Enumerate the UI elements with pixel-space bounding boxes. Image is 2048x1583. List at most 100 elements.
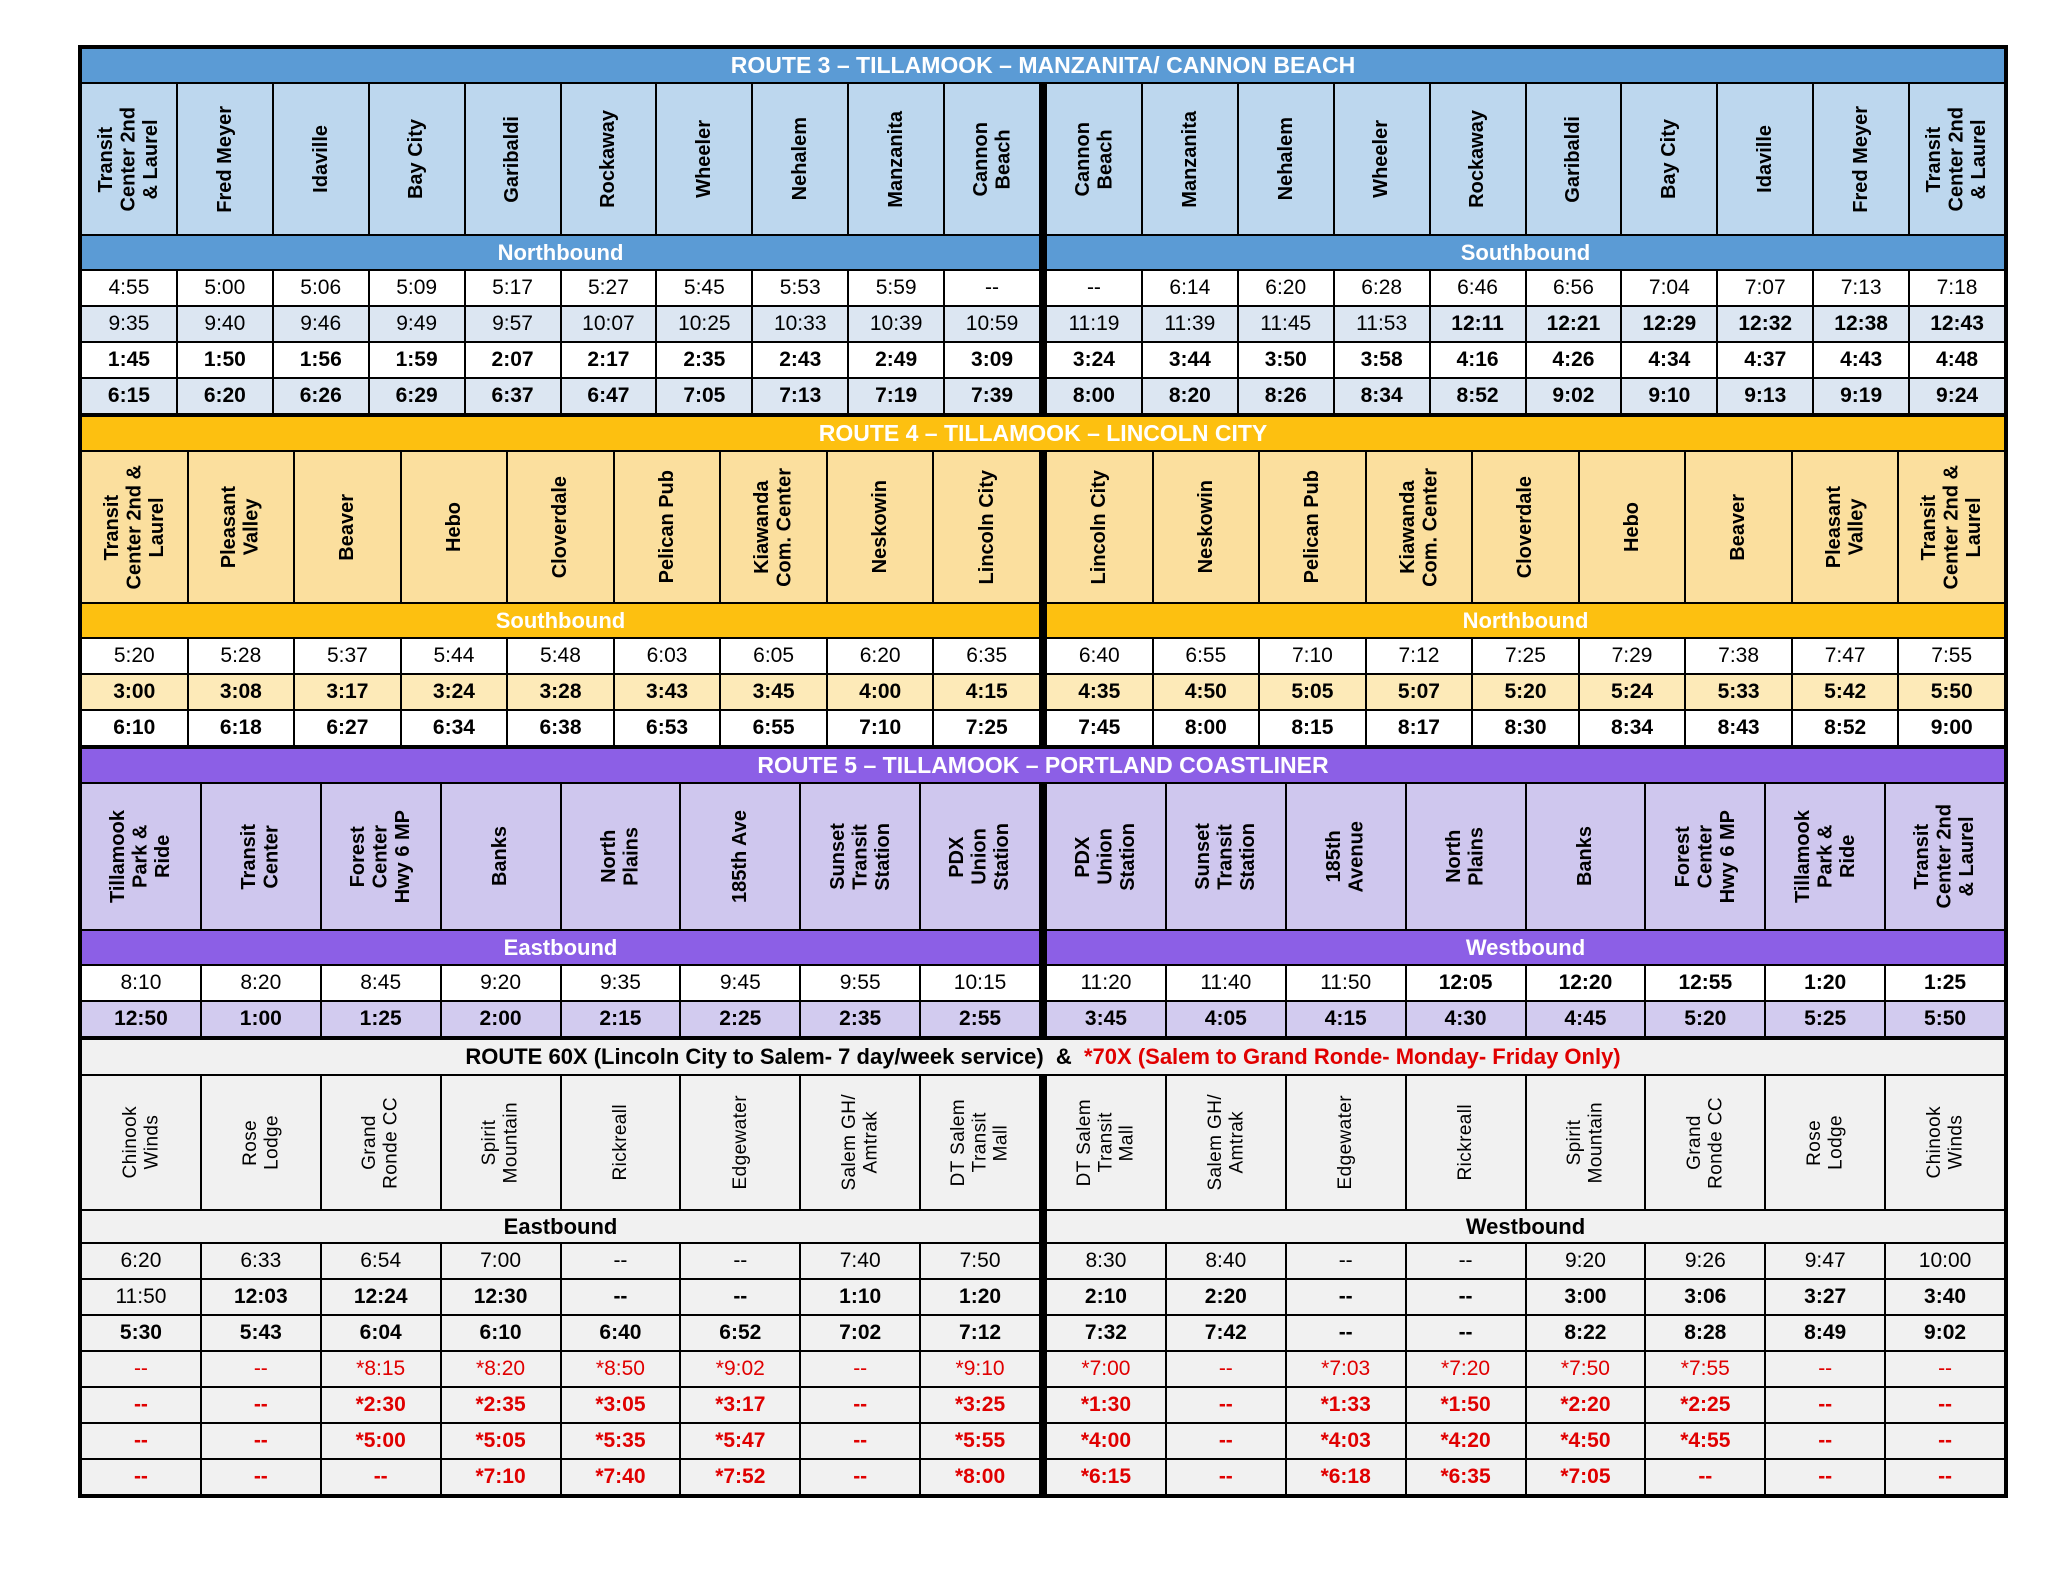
time-cell: *8:00 (921, 1460, 1039, 1494)
time-cell: 9:00 (1899, 711, 2004, 745)
route-title-route-4: ROUTE 4 – TILLAMOOK – LINCOLN CITY (82, 417, 2004, 450)
station-name: Lincoln City (1088, 469, 1111, 585)
route-section-route-5: ROUTE 5 – TILLAMOOK – PORTLAND COASTLINE… (82, 749, 2004, 1036)
station-name: North Plains (1443, 827, 1488, 886)
time-cell: 4:50 (1153, 675, 1259, 709)
station-name: Rickreall (1454, 1104, 1476, 1181)
direction-bar: Eastbound Westbound (82, 1211, 2004, 1242)
station-name: Sunset Transit Station (826, 822, 894, 891)
time-cell: 1:45 (82, 343, 176, 377)
time-cell: *5:00 (321, 1424, 440, 1458)
time-cell: -- (1766, 1460, 1885, 1494)
time-cell: 6:10 (82, 711, 187, 745)
time-cell: 1:50 (177, 343, 272, 377)
time-cell: 5:07 (1366, 675, 1472, 709)
time-row: 11:50 12:03 12:24 12:30 -- -- 1:10 1:20 2:10 2:20… (82, 1280, 2004, 1314)
station-header: 185th Avenue (1286, 784, 1405, 929)
station-name: Bay City (405, 118, 428, 200)
station-header: Forest Center Hwy 6 MP (1646, 784, 1765, 929)
time-cell: 5:20 (1473, 675, 1578, 709)
time-cell: *9:10 (921, 1352, 1039, 1386)
direction-divider (1041, 1280, 1045, 1314)
time-cell: -- (1886, 1424, 2004, 1458)
direction-divider (1041, 452, 1045, 602)
station-name: Rose Lodge (1803, 1115, 1847, 1170)
station-header: Rockaway (561, 84, 656, 234)
station-name: Grand Ronde CC (359, 1096, 402, 1189)
station-name: Tillamook Park & Ride (107, 810, 175, 903)
stations-row: Chinook Winds Rose Lodge Grand Ronde CC Spi… (82, 1076, 2004, 1209)
time-cell: 6:04 (321, 1316, 440, 1350)
station-header: Garibaldi (1526, 84, 1621, 234)
station-name: Kiawanda Com. Center (751, 467, 796, 587)
station-header: Kiawanda Com. Center (721, 452, 826, 602)
time-cell: 11:50 (1286, 966, 1405, 1000)
time-cell: 3:44 (1142, 343, 1237, 377)
station-name: Kiawanda Com. Center (1396, 467, 1441, 587)
time-cell: 6:53 (614, 711, 720, 745)
time-cell: 7:29 (1579, 639, 1685, 673)
time-cell: 9:57 (465, 307, 560, 341)
station-header: 185th Ave (681, 784, 800, 929)
time-cell: 2:43 (753, 343, 848, 377)
station-name: Salem GH/ Amtrak (1204, 1094, 1247, 1191)
station-header: Manzanita (849, 84, 944, 234)
time-cell: 3:06 (1646, 1280, 1765, 1314)
station-name: Transit Center 2nd & Laurel (100, 464, 168, 590)
time-cell: *4:55 (1646, 1424, 1765, 1458)
station-name: Wheeler (693, 120, 716, 198)
stations-row: Transit Center 2nd & Laurel Pleasant Vall… (82, 452, 2004, 602)
station-name: Pelican Pub (1301, 470, 1324, 584)
time-cell: 11:20 (1047, 966, 1165, 1000)
station-name: Transit Center 2nd & Laurel (1911, 804, 1979, 909)
time-cell: 3:45 (1047, 1002, 1165, 1036)
station-name: DT Salem Transit Mall (1074, 1098, 1138, 1187)
direction-bar: Northbound Southbound (82, 236, 2004, 269)
time-cell: 6:29 (369, 379, 464, 413)
time-cell: 2:07 (465, 343, 560, 377)
time-cell: 8:22 (1526, 1316, 1645, 1350)
station-name: Transit Center 2nd & Laurel (1918, 464, 1985, 590)
direction-label: Northbound (82, 236, 1039, 269)
time-cell: 12:30 (441, 1280, 560, 1314)
time-cell: 7:13 (753, 379, 848, 413)
time-cell: 3:43 (614, 675, 720, 709)
station-name: Nehalem (789, 117, 812, 201)
station-header: Sunset Transit Station (801, 784, 920, 929)
station-header: Spirit Mountain (1526, 1076, 1645, 1209)
time-cell: 12:05 (1406, 966, 1525, 1000)
time-cell: 1:56 (273, 343, 368, 377)
time-cell: 6:54 (321, 1244, 440, 1278)
time-cell: 11:50 (82, 1280, 200, 1314)
station-header: Rose Lodge (1766, 1076, 1885, 1209)
time-cell: -- (1166, 1460, 1285, 1494)
station-header: Lincoln City (934, 452, 1039, 602)
route-title-text: ROUTE 4 – TILLAMOOK – LINCOLN CITY (818, 420, 1268, 446)
time-cell: 5:48 (508, 639, 613, 673)
time-cell: 12:21 (1526, 307, 1621, 341)
time-cell: 7:04 (1622, 271, 1717, 305)
station-name: Manzanita (884, 110, 907, 208)
time-row: 1:45 1:50 1:56 1:59 2:07 2:17 2:35 2:43 2:49 3:09… (82, 343, 2004, 377)
time-cell: 1:20 (921, 1280, 1039, 1314)
direction-divider (1041, 604, 1045, 637)
station-name: Rickreall (609, 1104, 631, 1181)
station-name: Sunset Transit Station (1192, 822, 1259, 891)
direction-divider (1041, 966, 1045, 1000)
time-cell: 6:18 (188, 711, 294, 745)
station-name: Pleasant Valley (218, 485, 263, 569)
time-cell: -- (1166, 1352, 1285, 1386)
station-name: PDX Union Station (946, 822, 1014, 891)
station-header: Spirit Mountain (441, 1076, 560, 1209)
time-cell: 5:33 (1686, 675, 1791, 709)
time-cell: 7:50 (921, 1244, 1039, 1278)
station-header: Fred Meyer (177, 84, 272, 234)
direction-divider (1041, 1388, 1045, 1422)
time-cell: -- (801, 1424, 920, 1458)
time-cell: 5:44 (401, 639, 507, 673)
time-row: 8:10 8:20 8:45 9:20 9:35 9:45 9:55 10:15 11:20 11… (82, 966, 2004, 1000)
time-cell: 12:24 (321, 1280, 440, 1314)
station-header: Pelican Pub (1260, 452, 1365, 602)
time-cell: 3:45 (721, 675, 826, 709)
stations-row: Transit Center 2nd & Laurel Fred Meyer Ida… (82, 84, 2004, 234)
